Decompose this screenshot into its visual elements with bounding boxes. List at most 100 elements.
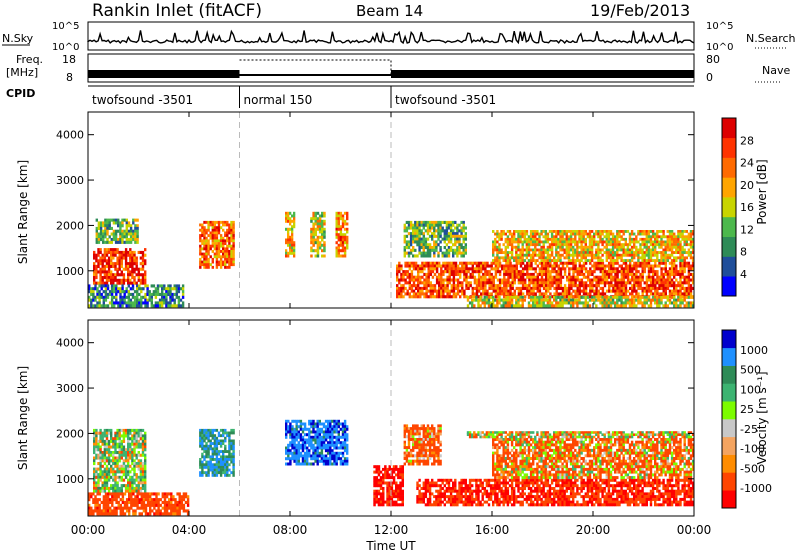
heatmap-cell: [666, 270, 670, 274]
heatmap-cell: [641, 301, 644, 305]
heatmap-cell: [163, 301, 166, 305]
heatmap-cell: [593, 243, 596, 247]
heatmap-cell: [410, 270, 414, 274]
heatmap-cell: [207, 447, 210, 451]
heatmap-cell: [337, 225, 340, 229]
heatmap-cell: [464, 237, 467, 241]
heatmap-cell: [679, 295, 682, 299]
heatmap-cell: [163, 500, 167, 504]
heatmap-cell: [421, 289, 424, 293]
heatmap-cell: [624, 251, 627, 254]
heatmap-cell: [536, 272, 539, 276]
heatmap-cell: [124, 484, 128, 488]
heatmap-cell: [656, 251, 659, 254]
heatmap-cell: [532, 232, 535, 236]
heatmap-cell: [335, 230, 338, 234]
heatmap-cell: [589, 272, 592, 276]
heatmap-cell: [101, 475, 104, 479]
heatmap-cell: [609, 243, 613, 247]
heatmap-cell: [551, 295, 554, 299]
heatmap-cell: [95, 484, 98, 488]
heatmap-cell: [95, 489, 98, 493]
heatmap-cell: [664, 261, 667, 265]
heatmap-cell: [599, 295, 602, 299]
heatmap-cell: [211, 260, 214, 264]
heatmap-cell: [201, 463, 204, 467]
heatmap-cell: [122, 250, 126, 254]
heatmap-cell: [660, 284, 663, 288]
heatmap-cell: [135, 281, 138, 285]
heatmap-cell: [557, 251, 560, 254]
heatmap-cell: [601, 275, 605, 279]
heatmap-cell: [310, 241, 313, 245]
heatmap-cell: [519, 230, 522, 233]
heatmap-cell: [172, 503, 175, 507]
heatmap-cell: [217, 263, 221, 267]
heatmap-cell: [207, 463, 210, 467]
heatmap-cell: [660, 281, 663, 285]
heatmap-cell: [409, 240, 413, 244]
heatmap-cell: [407, 223, 411, 227]
heatmap-cell: [161, 295, 164, 299]
heatmap-cell: [417, 295, 420, 299]
heatmap-cell: [226, 244, 229, 248]
heatmap-cell: [475, 278, 479, 282]
heatmap-cell: [603, 278, 607, 282]
heatmap-cell: [396, 292, 399, 296]
heatmap-cell: [555, 264, 558, 268]
heatmap-cell: [666, 272, 670, 276]
heatmap-cell: [94, 509, 97, 513]
heatmap-cell: [553, 275, 556, 279]
heatmap-cell: [398, 264, 401, 268]
heatmap-cell: [112, 478, 115, 482]
heatmap-cell: [548, 230, 552, 233]
heatmap-cell: [211, 239, 214, 243]
heatmap-cell: [679, 301, 682, 305]
heatmap-cell: [113, 495, 116, 499]
heatmap-cell: [131, 259, 134, 263]
heatmap-cell: [175, 287, 178, 291]
heatmap-cell: [576, 298, 579, 302]
heatmap-cell: [201, 228, 204, 232]
heatmap-cell: [624, 286, 628, 290]
heatmap-cell: [510, 240, 514, 244]
heatmap-cell: [587, 272, 590, 276]
heatmap-cell: [670, 292, 674, 296]
heatmap-cell: [112, 456, 115, 460]
heatmap-cell: [97, 270, 100, 274]
heatmap-cell: [414, 229, 417, 233]
heatmap-cell: [428, 246, 432, 250]
heatmap-cell: [548, 253, 552, 257]
heatmap-cell: [557, 245, 560, 249]
heatmap-cell: [450, 295, 453, 299]
heatmap-cell: [547, 264, 550, 268]
heatmap-cell: [475, 284, 479, 288]
heatmap-cell: [201, 465, 204, 469]
heatmap-cell: [626, 298, 630, 302]
heatmap-cell: [144, 442, 147, 446]
heatmap-cell: [421, 261, 424, 265]
heatmap-cell: [403, 240, 406, 244]
heatmap-cell: [99, 276, 102, 280]
heatmap-cell: [110, 486, 113, 490]
heatmap-cell: [106, 492, 110, 496]
heatmap-cell: [454, 232, 457, 236]
heatmap-cell: [131, 295, 135, 299]
heatmap-cell: [691, 275, 695, 279]
heatmap-cell: [199, 263, 202, 267]
heatmap-cell: [462, 237, 465, 241]
heatmap-cell: [601, 232, 604, 236]
heatmap-cell: [614, 284, 617, 288]
heatmap-cell: [505, 270, 508, 274]
heatmap-cell: [464, 243, 467, 247]
heatmap-cell: [177, 290, 181, 294]
heatmap-cell: [601, 292, 605, 296]
heatmap-cell: [129, 448, 132, 452]
heatmap-cell: [431, 261, 435, 265]
heatmap-cell: [165, 298, 168, 302]
heatmap-cell: [668, 289, 672, 293]
heatmap-cell: [205, 250, 208, 253]
heatmap-cell: [538, 289, 542, 293]
heatmap-cell: [417, 275, 420, 279]
